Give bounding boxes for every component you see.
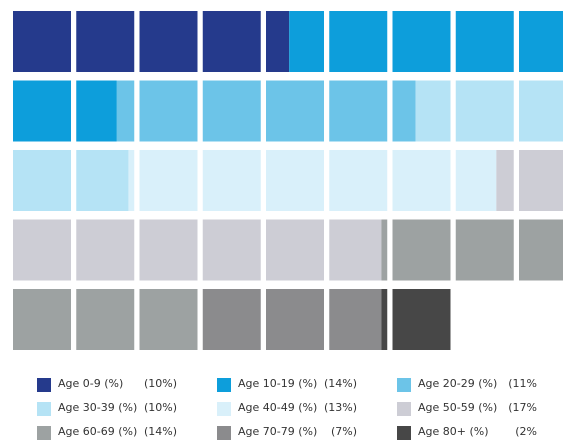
legend-item: Age 70-79 (%) (7%) [217,424,407,442]
legend-label: Age 0-9 (%) [58,377,124,390]
waffle-cell-segment-5 [392,150,451,211]
waffle-cell-segment-7 [139,289,198,350]
legend-swatch [397,426,411,440]
waffle-cell-segment-4 [13,150,71,211]
waffle-cell-segment-6 [329,219,382,281]
waffle-cell-segment-7 [13,289,71,350]
legend-swatch [37,378,51,392]
waffle-cell-segment-3 [139,80,198,142]
legend-item: Age 40-49 (%) (13%) [217,400,407,418]
waffle-cell-segment-1 [202,11,261,72]
legend-label: Age 60-69 (%) [58,425,138,438]
legend-label: Age 40-49 (%) [238,401,318,414]
waffle-cell-segment-3 [266,80,324,142]
legend-item: Age 60-69 (%) (14%) [37,424,227,442]
legend-item: Age 50-59 (%) (17% [397,400,563,418]
waffle-cell-segment-6 [519,150,563,211]
legend-item: Age 10-19 (%) (14%) [217,376,407,394]
waffle-cell-segment-2 [455,11,514,72]
waffle-cell-segment-6 [139,219,198,281]
waffle-cell-segment-2 [519,11,563,72]
waffle-cell-segment-7 [392,219,451,281]
waffle-cell-segment-3 [329,80,388,142]
legend-item: Age 0-9 (%) (10%) [37,376,227,394]
waffle-cell-segment-6 [202,219,261,281]
legend-percentage: (14%) [323,377,357,390]
waffle-cell-segment-1 [266,11,290,72]
legend-percentage: (2% [515,425,537,438]
waffle-cell-segment-5 [202,150,261,211]
waffle-cell-segment-4 [519,80,563,142]
legend-percentage: (7%) [330,425,357,438]
waffle-cell-segment-7 [519,219,563,281]
legend-swatch [397,378,411,392]
waffle-cell-segment-6 [496,150,514,211]
legend-swatch [217,426,231,440]
waffle-cell-segment-5 [139,150,198,211]
legend-label: Age 50-59 (%) [418,401,498,414]
waffle-cell-segment-4 [415,80,451,142]
waffle-cell-segment-7 [76,289,135,350]
legend-item: Age 20-29 (%) (11% [397,376,563,394]
waffle-cell-segment-2 [289,11,324,72]
waffle-cell-segment-1 [13,11,71,72]
legend-label: Age 10-19 (%) [238,377,318,390]
waffle-cell-segment-5 [128,150,135,211]
legend-percentage: (17% [508,401,537,414]
waffle-cell-segment-8 [266,289,324,350]
waffle-cell-segment-2 [76,80,117,142]
waffle-cell-segment-9 [392,289,451,350]
waffle-cell-segment-3 [116,80,135,142]
legend-percentage: (10%) [143,377,177,390]
legend-label: Age 20-29 (%) [418,377,498,390]
waffle-cell-segment-1 [139,11,198,72]
waffle-cell-segment-4 [76,150,129,211]
legend-label: Age 30-39 (%) [58,401,138,414]
waffle-cell-segment-8 [202,289,261,350]
legend-item: Age 80+ (%) (2% [397,424,563,442]
waffle-cell-segment-5 [329,150,388,211]
waffle-cell-segment-3 [392,80,416,142]
legend-percentage: (14%) [143,425,177,438]
waffle-cell-segment-2 [329,11,388,72]
legend-swatch [37,402,51,416]
legend-swatch [217,402,231,416]
legend-swatch [397,402,411,416]
waffle-cell-segment-8 [329,289,382,350]
waffle-cell-segment-5 [266,150,324,211]
legend-percentage: (10%) [143,401,177,414]
waffle-cell-segment-6 [76,219,135,281]
waffle-cell-segment-5 [455,150,497,211]
waffle-cell-segment-7 [455,219,514,281]
waffle-cell-segment-1 [76,11,135,72]
legend-swatch [217,378,231,392]
legend-swatch [37,426,51,440]
waffle-chart [13,11,563,350]
legend-label: Age 70-79 (%) [238,425,318,438]
waffle-cell-segment-4 [455,80,514,142]
waffle-cell-segment-2 [392,11,451,72]
waffle-cell-segment-3 [202,80,261,142]
legend-label: Age 80+ (%) [418,425,489,438]
waffle-cell-segment-2 [13,80,71,142]
waffle-cell-segment-9 [381,289,388,350]
legend-item: Age 30-39 (%) (10%) [37,400,227,418]
waffle-cell-segment-6 [13,219,71,281]
legend-percentage: (13%) [323,401,357,414]
waffle-cell-segment-7 [381,219,388,281]
waffle-cell-segment-6 [266,219,324,281]
legend-percentage: (11% [508,377,537,390]
